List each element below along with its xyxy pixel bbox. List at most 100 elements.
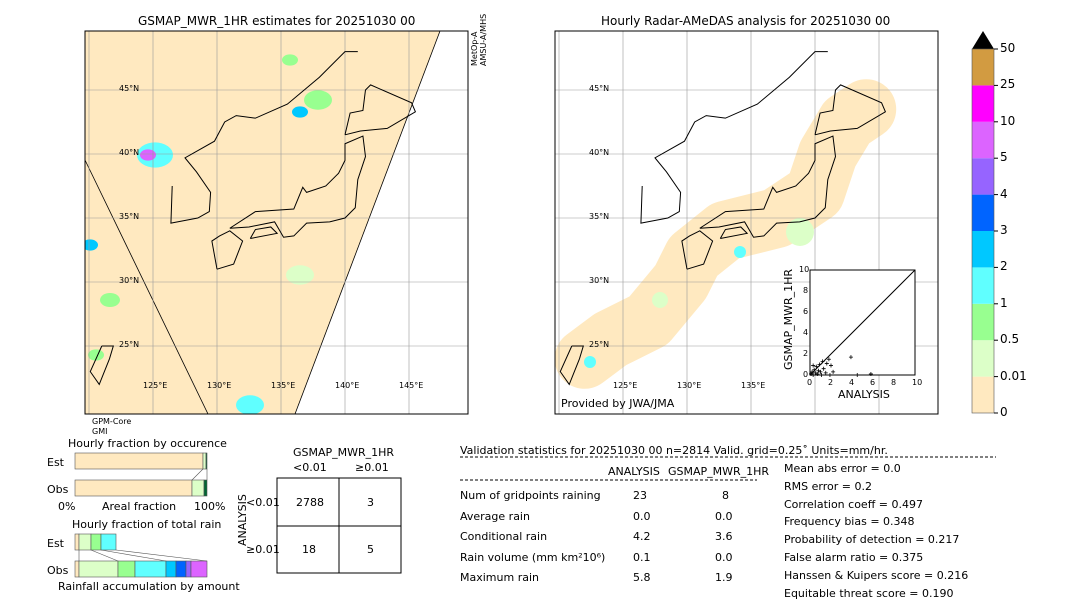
bar-segment bbox=[134, 560, 167, 578]
y-tick-label: 4 bbox=[803, 328, 809, 337]
colorbar-label: 0.5 bbox=[1000, 332, 1020, 347]
stat-label: Num of gridpoints raining bbox=[460, 489, 601, 502]
rain-cell bbox=[85, 239, 98, 251]
lat-label: 40°N bbox=[119, 148, 140, 157]
bar-segment bbox=[74, 560, 80, 578]
rain-cell bbox=[292, 106, 308, 118]
colorbar-label: 0.01 bbox=[1000, 368, 1027, 383]
colorbar-segment bbox=[972, 267, 994, 304]
bar-segment bbox=[185, 560, 192, 578]
lon-label: 135°E bbox=[271, 381, 296, 390]
coastline bbox=[211, 230, 244, 270]
rain-cell bbox=[734, 246, 746, 258]
score-line: Equitable threat score = 0.190 bbox=[784, 586, 954, 600]
bar-segment bbox=[175, 560, 187, 578]
colorbar-segment bbox=[972, 231, 994, 268]
bar-segment bbox=[100, 533, 117, 551]
occurrence-title: Hourly fraction by occurence bbox=[68, 437, 227, 450]
cell: 3 bbox=[367, 496, 374, 509]
stat-gsmap: 1.9 bbox=[715, 571, 733, 584]
bar-segment bbox=[202, 452, 207, 470]
scatter-point bbox=[813, 370, 818, 375]
rain-cell bbox=[282, 54, 298, 66]
rain-cell bbox=[786, 218, 814, 246]
bar-segment bbox=[190, 560, 208, 578]
scatter-point bbox=[821, 366, 826, 371]
x-tick-label: 0 bbox=[807, 378, 813, 387]
fraction-bars bbox=[74, 452, 208, 578]
coastline bbox=[559, 345, 584, 386]
rain-cell bbox=[304, 90, 332, 110]
stats-col-gsmap: GSMAP_MWR_1HR bbox=[668, 465, 770, 478]
scatter-point bbox=[811, 363, 816, 368]
rain-accum-label: Rainfall accumulation by amount bbox=[58, 580, 240, 593]
stats-header: Validation statistics for 20251030 00 n=… bbox=[460, 444, 888, 457]
score-line: Correlation coeff = 0.497 bbox=[784, 497, 923, 511]
y-tick-label: 10 bbox=[799, 265, 810, 274]
cell: 2788 bbox=[296, 496, 324, 509]
colorbar-label: 3 bbox=[1000, 223, 1008, 237]
scatter-point bbox=[820, 359, 825, 364]
colorbar-label: 2 bbox=[1000, 259, 1008, 274]
lon-label: 145°E bbox=[399, 381, 424, 390]
scatter-point bbox=[811, 373, 816, 377]
stat-gsmap: 3.6 bbox=[715, 530, 733, 543]
lon-label: 135°E bbox=[741, 381, 766, 390]
swath-edge bbox=[85, 159, 209, 414]
stat-analysis: 5.8 bbox=[633, 571, 651, 584]
scatter-xlabel: ANALYSIS bbox=[838, 388, 890, 401]
x-tick-label: 8 bbox=[891, 378, 897, 387]
bar-segment bbox=[191, 479, 205, 497]
colorbar-label: 5 bbox=[1000, 150, 1008, 165]
scatter-point bbox=[848, 355, 853, 360]
scatter-point bbox=[829, 363, 833, 368]
scatter-point bbox=[823, 370, 828, 375]
x-tick-label: 10 bbox=[912, 378, 923, 387]
swath-area bbox=[85, 31, 440, 414]
scatter-point bbox=[818, 369, 823, 374]
est-label: Est bbox=[47, 537, 64, 550]
table-title: GSMAP_MWR_1HR bbox=[293, 446, 395, 459]
stat-label: Conditional rain bbox=[460, 530, 548, 543]
lat-label: 25°N bbox=[119, 340, 140, 349]
colorbar-segment bbox=[972, 49, 994, 86]
areal-fraction-label: Areal fraction bbox=[102, 500, 177, 513]
bar-segment bbox=[117, 560, 136, 578]
x-tick-label: 6 bbox=[870, 378, 876, 387]
stat-label: Average rain bbox=[460, 509, 530, 523]
obs-label: Obs bbox=[47, 564, 69, 577]
lat-label: 35°N bbox=[589, 212, 610, 221]
y-tick-label: 8 bbox=[803, 286, 809, 295]
lon-label: 140°E bbox=[335, 381, 360, 390]
lon-label: 130°E bbox=[207, 381, 232, 390]
rain-cell bbox=[100, 293, 120, 307]
lat-label: 30°N bbox=[119, 276, 140, 285]
scatter-point bbox=[826, 357, 831, 362]
lon-label: 125°E bbox=[613, 381, 638, 390]
scatter-point bbox=[827, 373, 832, 377]
colorbar-segment bbox=[972, 158, 994, 195]
lat-label: 25°N bbox=[589, 340, 610, 349]
row-label: <0.01 bbox=[246, 496, 280, 509]
rain-cell bbox=[236, 395, 264, 414]
rain-cell bbox=[140, 149, 156, 161]
coastline bbox=[170, 51, 358, 224]
y-tick-label: 6 bbox=[803, 307, 809, 316]
colorbar bbox=[971, 31, 998, 414]
left-map bbox=[84, 30, 469, 415]
sat-label-bottom: GPM-Core GMI bbox=[92, 417, 132, 436]
colorbar-label: 0 bbox=[1000, 405, 1008, 419]
lon-label: 125°E bbox=[143, 381, 168, 390]
colorbar-segment bbox=[972, 194, 994, 231]
bar-segment bbox=[90, 533, 102, 551]
coastline bbox=[719, 226, 749, 239]
coastline bbox=[699, 135, 836, 238]
obs-label: Obs bbox=[47, 483, 69, 496]
rain-cell bbox=[652, 292, 668, 308]
stat-label: Rain volume (mm km²10⁶) bbox=[460, 550, 606, 564]
bar-segment bbox=[78, 560, 119, 578]
score-line: Mean abs error = 0.0 bbox=[784, 462, 901, 475]
lat-label: 45°N bbox=[589, 84, 610, 93]
colorbar-segment bbox=[972, 121, 994, 159]
lat-label: 40°N bbox=[589, 148, 610, 157]
